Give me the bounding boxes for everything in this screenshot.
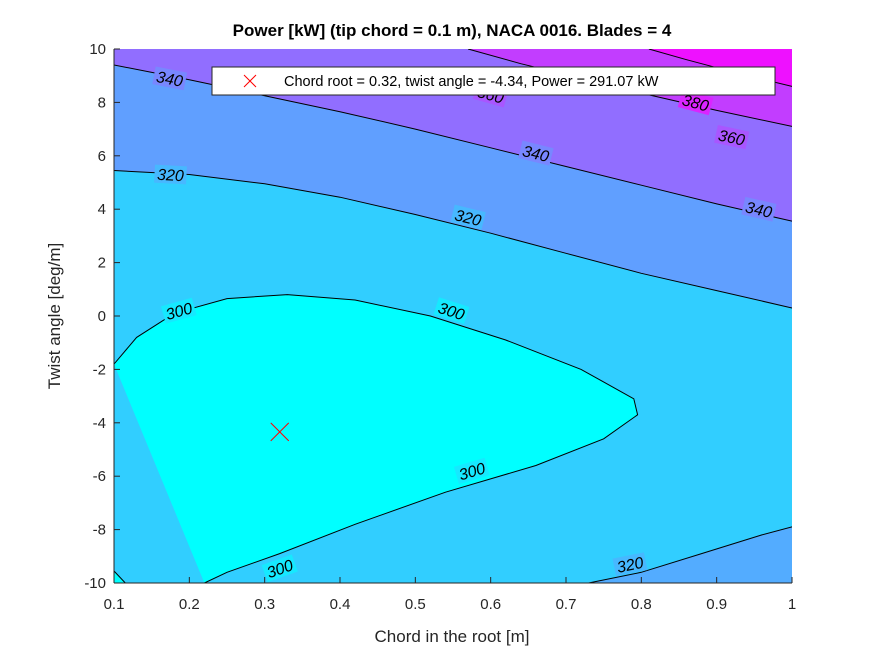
y-tick-label: 10: [89, 41, 106, 58]
contour-line-320-1: [588, 526, 792, 583]
contour-label-340-1: 340: [518, 140, 554, 166]
contour-label-320-1: 320: [450, 204, 486, 230]
x-tick-label: 0.6: [480, 596, 501, 613]
y-axis: -10 -8 -6 -4 -2 0 2 4 6 8 10: [84, 41, 120, 592]
legend: Chord root = 0.32, twist angle = -4.34, …: [211, 66, 776, 96]
contour-label-320-2: 320: [612, 552, 648, 577]
contour-label-text: 300: [457, 460, 488, 484]
x-tick-label: 0.8: [631, 596, 652, 613]
band-320-340-bottom: [588, 526, 792, 583]
contour-label-300-0: 300: [160, 297, 197, 324]
chart-title: Power [kW] (tip chord = 0.1 m), NACA 001…: [233, 21, 672, 40]
contour-line-320-0: [114, 170, 792, 309]
contour-label-text: 320: [453, 207, 483, 230]
y-tick-label: -2: [93, 361, 106, 378]
contour-label-text: 360: [717, 127, 747, 149]
x-tick-label: 1: [788, 596, 796, 613]
y-tick-label: -6: [93, 468, 106, 485]
x-tick-label: 0.2: [179, 596, 200, 613]
y-tick-label: 2: [98, 255, 106, 272]
x-tick-label: 0.7: [556, 596, 577, 613]
contour-label-320-0: 320: [154, 164, 187, 185]
y-axis-label: Twist angle [deg/m]: [45, 243, 64, 389]
y-tick-label: 8: [98, 94, 106, 111]
contour-line-300-1: [114, 570, 126, 583]
legend-entry-text: Chord root = 0.32, twist angle = -4.34, …: [284, 74, 659, 90]
contour-label-text: 380: [680, 92, 710, 115]
band-below-300: [114, 294, 638, 583]
y-tick-label: 6: [98, 148, 106, 165]
x-axis-label: Chord in the root [m]: [375, 627, 530, 646]
optimum-marker: [270, 422, 290, 442]
contour-label-text: 340: [744, 199, 774, 222]
contour-label-300-2: 300: [453, 457, 490, 484]
contour-label-380-0: 380: [677, 89, 714, 116]
legend-box: [211, 66, 776, 96]
y-tick-label: 4: [98, 201, 106, 218]
contour-label-340-2: 340: [741, 196, 777, 222]
x-tick-label: 0.4: [330, 596, 351, 613]
optimum-marker-x: [270, 422, 290, 442]
x-axis: 0.1 0.2 0.3 0.4 0.5 0.6 0.7 0.8 0.9 1: [104, 577, 796, 613]
y-tick-label: -4: [93, 415, 106, 432]
contour-label-text: 320: [157, 167, 185, 185]
contour-label-340-0: 340: [152, 66, 188, 91]
y-tick-label: -8: [93, 522, 106, 539]
y-tick-label: -10: [84, 575, 106, 592]
x-tick-label: 0.1: [104, 596, 125, 613]
x-tick-label: 0.9: [706, 596, 727, 613]
legend-x-glyph: [243, 74, 257, 88]
contour-label-text: 300: [164, 300, 194, 324]
contour-label-text: 320: [616, 555, 646, 577]
y-tick-label: 0: [98, 308, 106, 325]
legend-marker-x: [243, 74, 257, 88]
contour-label-text: 340: [155, 69, 185, 91]
x-tick-label: 0.5: [405, 596, 426, 613]
x-tick-label: 0.3: [254, 596, 275, 613]
contour-line-300-0: [114, 294, 639, 583]
contour-label-text: 340: [521, 143, 551, 166]
contour-label-360-1: 360: [714, 124, 750, 150]
